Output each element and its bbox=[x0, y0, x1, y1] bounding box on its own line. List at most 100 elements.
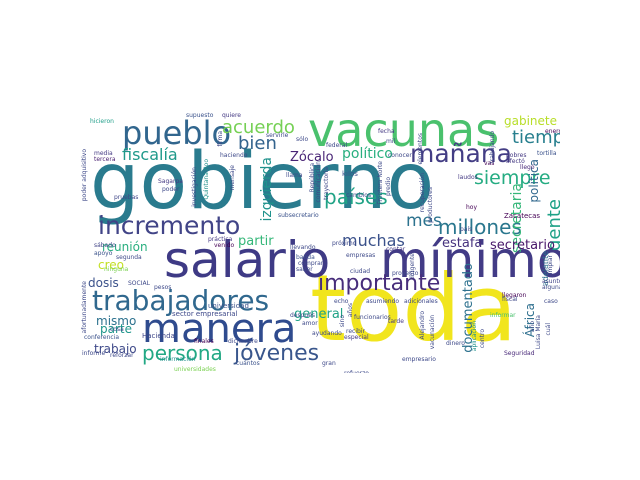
word-tercera: tercera bbox=[94, 156, 116, 163]
word-frontera-norte: Frontera Norte bbox=[377, 161, 384, 205]
word-dosis: dosis bbox=[88, 276, 119, 290]
word-conocer: conocer bbox=[388, 152, 412, 159]
word-pobres: pobres bbox=[506, 152, 527, 159]
word-practica: práctica bbox=[208, 236, 233, 243]
word-alguna: alguna bbox=[542, 284, 560, 291]
word-afortunadamente: afortunadamente bbox=[81, 281, 88, 334]
word-llama: llama bbox=[286, 172, 303, 179]
word-predio: predio bbox=[385, 177, 392, 196]
word-toda: toda bbox=[310, 255, 518, 362]
word-haciendo: haciendo bbox=[220, 152, 248, 159]
word-poder: poder bbox=[162, 186, 180, 193]
word-despues: después bbox=[290, 312, 316, 319]
word-gobierno: gobierno bbox=[90, 137, 435, 227]
word-saber: saber bbox=[296, 266, 313, 273]
word-llego: llegó bbox=[520, 164, 535, 171]
word-media: media bbox=[94, 150, 113, 157]
word-reunion: reunión bbox=[102, 240, 148, 254]
word-universidad: universidad bbox=[208, 302, 249, 310]
word-diciembre: diciembre bbox=[228, 338, 258, 345]
word-manana: mañana bbox=[410, 139, 513, 168]
word-llevando: llevando bbox=[290, 244, 316, 251]
word-proximo: próximo bbox=[332, 240, 357, 247]
word-sabado: sábado bbox=[94, 242, 116, 249]
word-enero: enero bbox=[545, 128, 560, 135]
word-muchas: muchas bbox=[342, 231, 405, 250]
word-hoy: hoy bbox=[466, 204, 478, 211]
word-caso: caso bbox=[544, 298, 558, 305]
word-limpiar: limpiar bbox=[547, 255, 554, 276]
word-asunto: asunto bbox=[542, 278, 560, 285]
word-millones: millones bbox=[438, 215, 522, 239]
word-pais: país bbox=[460, 226, 473, 233]
word-pesos: pesos bbox=[154, 284, 172, 291]
word-luisa-maria: Luisa María bbox=[535, 315, 542, 350]
word-recuperacion: recuperación bbox=[419, 173, 426, 213]
word-conferencia: conferencia bbox=[84, 334, 120, 341]
word-pueblo: pueblo bbox=[122, 114, 232, 152]
word-kilos: kilos bbox=[342, 170, 358, 178]
word-mensaje: mensaje bbox=[229, 165, 236, 191]
word-gabinete: gabinete bbox=[504, 114, 557, 128]
word-partir: partir bbox=[238, 234, 274, 249]
word-izquierda: izquierda bbox=[259, 157, 275, 222]
word-importante: importante bbox=[318, 271, 441, 296]
word-salario: salario bbox=[164, 231, 331, 289]
word-productores: productores bbox=[427, 187, 434, 223]
word-social: SOCIAL bbox=[128, 280, 150, 287]
word-poder-adquisitivo: poder adquisitivo bbox=[81, 149, 88, 202]
word-funcionarios: funcionarios bbox=[354, 314, 391, 321]
word-trayectoria: trayectoria bbox=[323, 167, 330, 200]
word-tarde: tarde bbox=[388, 318, 404, 325]
word-anos: años bbox=[347, 303, 354, 318]
word-persona: persona bbox=[142, 341, 223, 365]
word-investigacion: investigación bbox=[191, 167, 198, 207]
word-ciudad: ciudad bbox=[350, 268, 371, 275]
word-informar: informar bbox=[490, 312, 516, 319]
word-creo: creo bbox=[98, 258, 124, 272]
word-quintana-roo: Quintana Roo bbox=[203, 159, 210, 200]
word-dinero: dinero bbox=[446, 340, 465, 347]
word-manera: manera bbox=[142, 306, 297, 352]
word-firma: firma bbox=[217, 131, 224, 147]
word-jovenes: jóvenes bbox=[234, 341, 320, 366]
word-alejandro: Alejandro bbox=[419, 311, 426, 340]
word-empresas: empresas bbox=[346, 252, 376, 259]
word-vacunas: vacunas bbox=[308, 103, 500, 157]
word-banda: banda bbox=[296, 254, 315, 261]
word-parte: parte bbox=[100, 322, 132, 336]
word-aplicacion: aplicación bbox=[471, 321, 478, 352]
word-politico: político bbox=[342, 146, 393, 162]
word-general: general bbox=[294, 307, 344, 322]
word-trabajando: trabajando bbox=[489, 131, 496, 164]
word-supuesto: supuesto bbox=[186, 112, 214, 119]
word-cual: cuál bbox=[545, 323, 552, 336]
word-recibir: recibir bbox=[346, 328, 365, 335]
word-paises: países bbox=[324, 185, 388, 209]
word-proyecto: proyecto bbox=[392, 270, 419, 277]
word-zacatecas: Zacatecas bbox=[504, 212, 541, 220]
word-apoyo: apoyo bbox=[94, 250, 113, 257]
word-fecha: fecha bbox=[378, 128, 395, 135]
word-seguridad: Seguridad bbox=[504, 350, 535, 357]
word-siempre: siempre bbox=[474, 167, 551, 189]
word-gran: gran bbox=[322, 360, 336, 367]
word-sector-empresarial: sector empresarial bbox=[172, 310, 238, 318]
word-ninguna: ninguna bbox=[104, 266, 129, 273]
word-hicieron: hicieron bbox=[90, 118, 114, 125]
word-subsecretario: subsecretario bbox=[278, 212, 319, 219]
word-refuerzo: refuerzo bbox=[344, 371, 369, 374]
word-universidades: universidades bbox=[174, 366, 216, 373]
word-mes: mes bbox=[406, 211, 442, 231]
word-secretario: secretario bbox=[490, 238, 555, 253]
word-ano: año bbox=[529, 321, 536, 333]
word-fiscalia: fiscalía bbox=[122, 145, 178, 164]
word-echo: echo bbox=[334, 298, 349, 305]
word-federal: federal bbox=[326, 142, 348, 149]
word-tortilla: tortilla bbox=[537, 150, 557, 157]
word-solo: sólo bbox=[296, 136, 309, 143]
word-elementos: elementos bbox=[417, 133, 424, 165]
word-centro: centro bbox=[479, 329, 486, 349]
word-incremento: incremento bbox=[98, 211, 241, 240]
word-informe: informe bbox=[82, 350, 106, 357]
